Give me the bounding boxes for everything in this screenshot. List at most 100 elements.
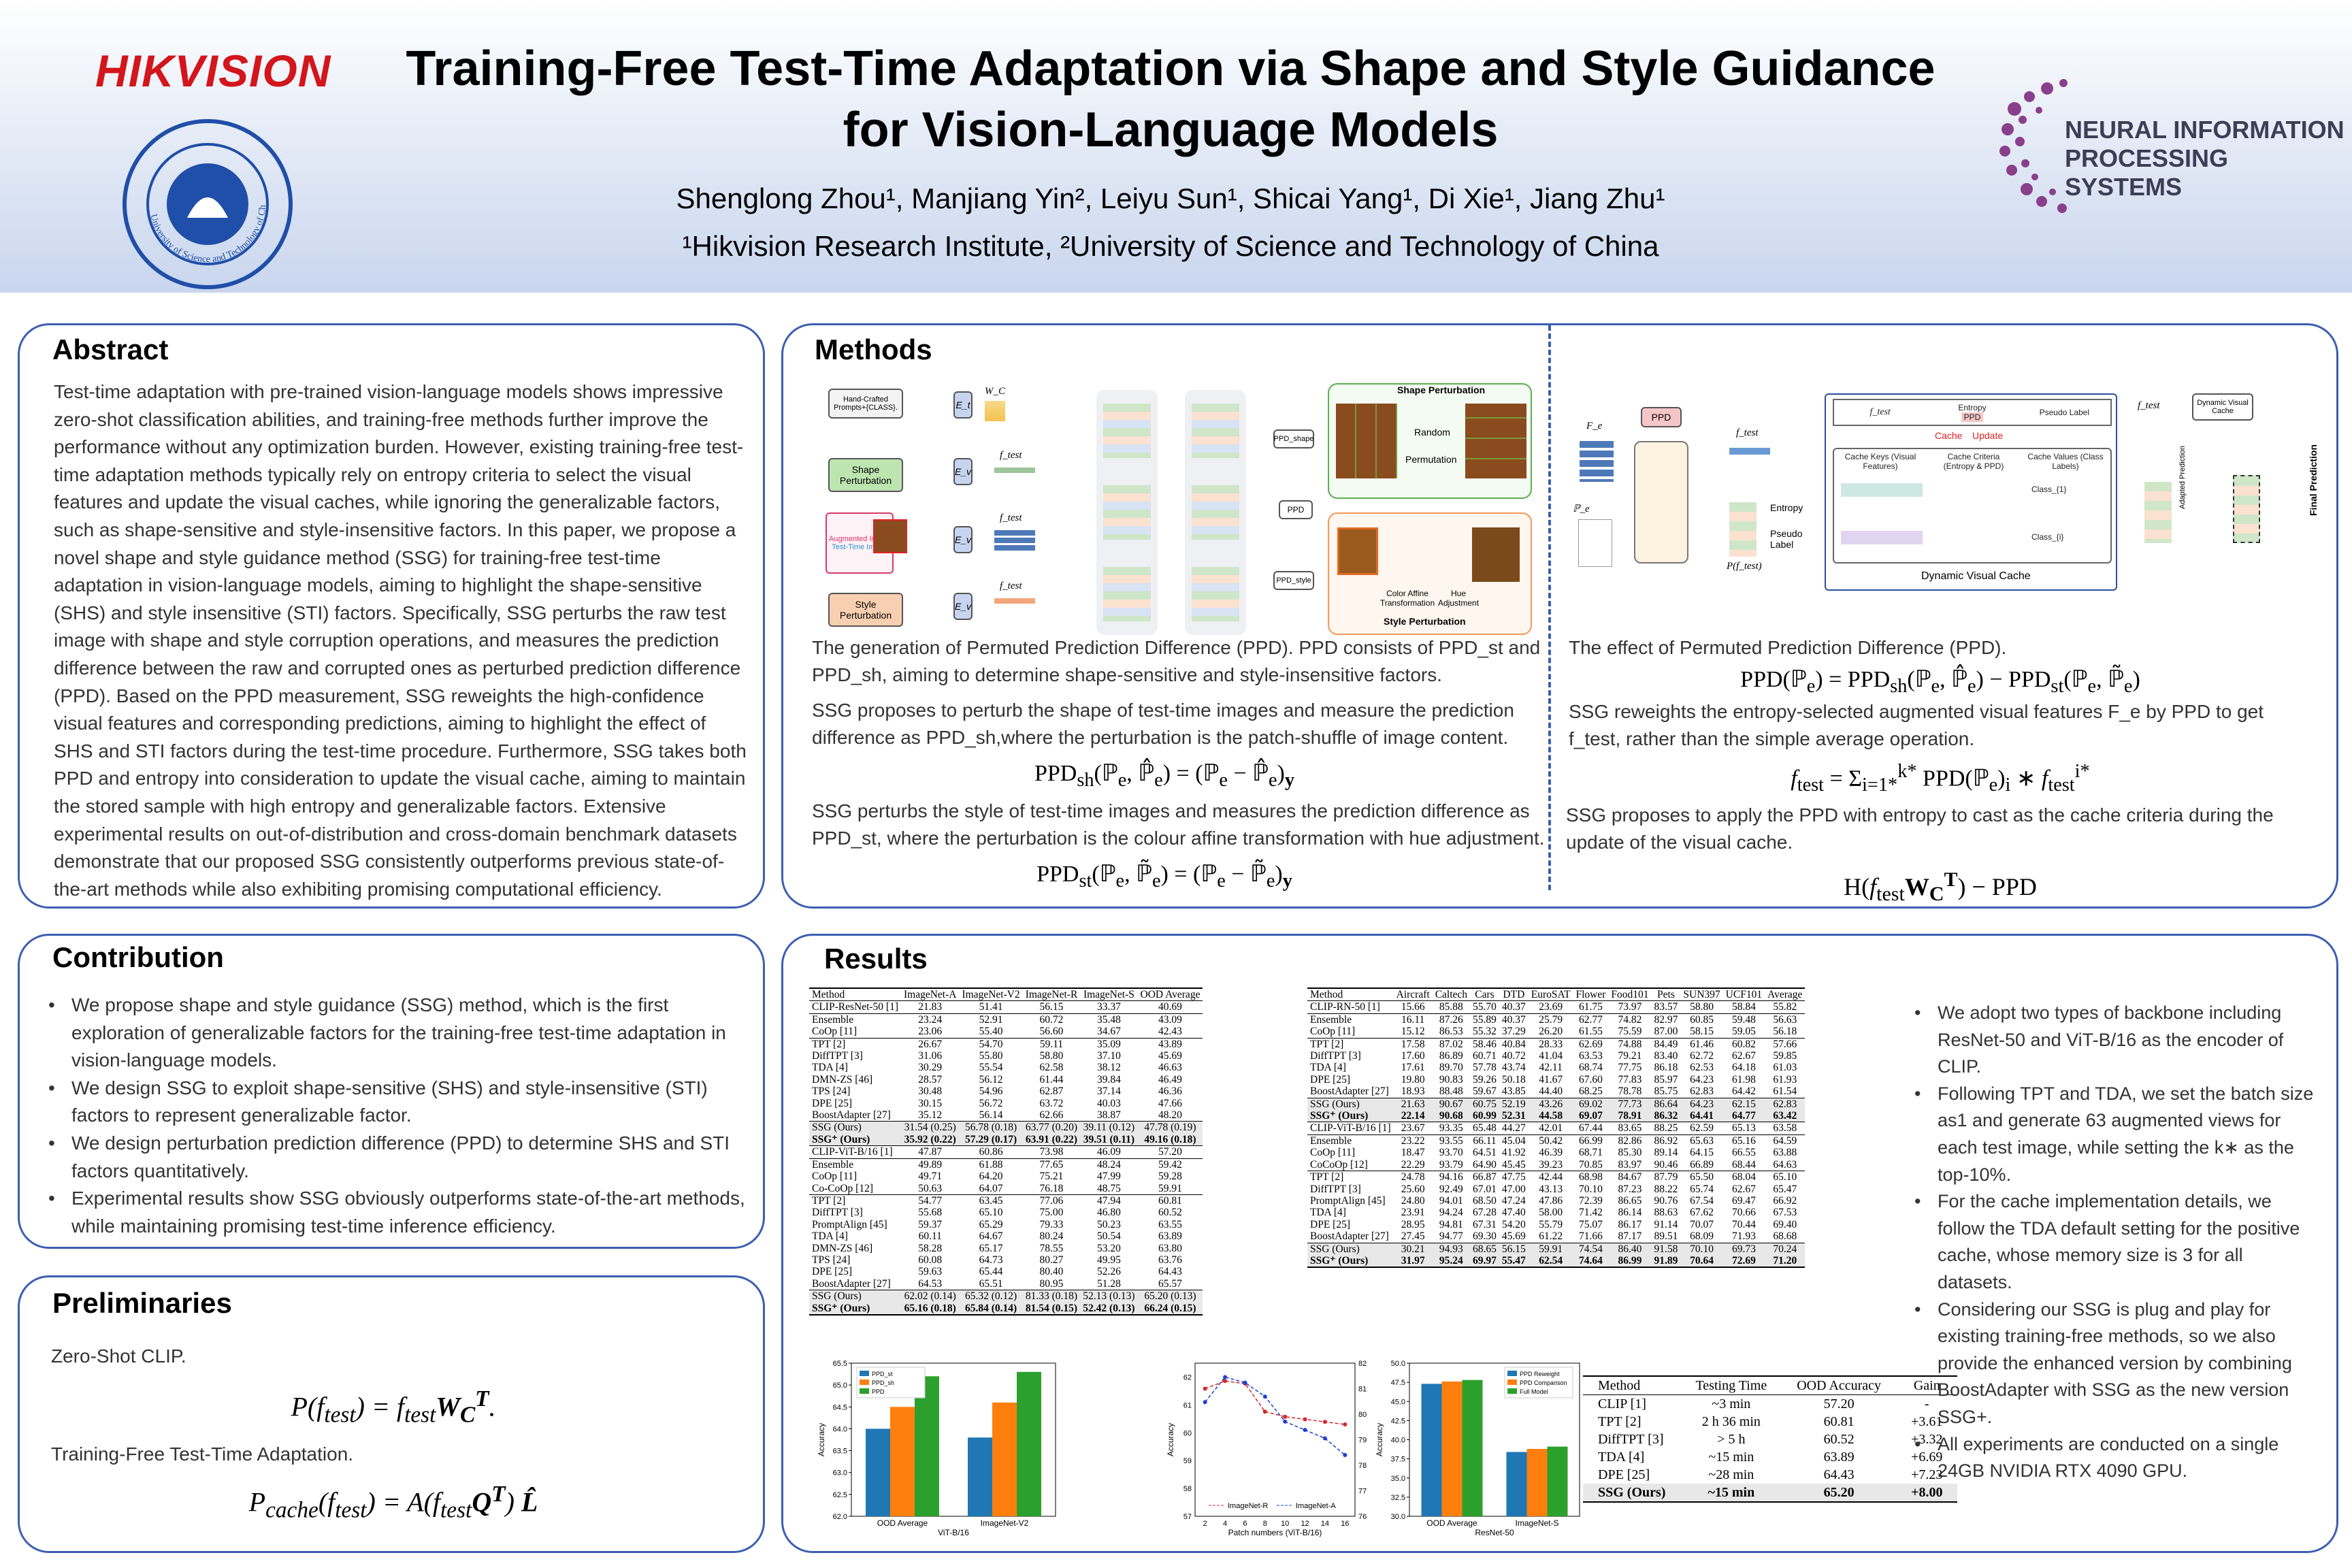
data-point	[1223, 1379, 1228, 1384]
table-cell: CoOp [11]	[1310, 1026, 1356, 1038]
y-tick-label: 57	[1183, 1513, 1192, 1521]
poster-title-line2: for Vision-Language Models	[843, 103, 1499, 157]
table-cell: 58.15	[1690, 1026, 1714, 1038]
y-tick-label: 45.0	[1391, 1398, 1405, 1406]
table-cell: 70.44	[1731, 1218, 1756, 1230]
table-cell: SSG (Ours)	[1307, 1097, 1394, 1111]
table-cell: SSG (Ours)	[809, 1121, 901, 1134]
table-cell: 41.92	[1501, 1147, 1526, 1159]
table-row: DPE [25] 19.80 90.83 59.26 50.18 41.67 67.60 77…	[1307, 1074, 1805, 1085]
table-header-cell: DTD	[1499, 987, 1529, 1002]
table-cell: 62.02 (0.14)	[901, 1290, 960, 1303]
table-cell: 62.67	[1731, 1183, 1756, 1195]
table-row: DiffTPT [3] 55.68 65.10 75.00 46.80 60.52	[809, 1207, 1203, 1218]
table-cell: 45.45	[1501, 1158, 1526, 1171]
table-cell: 55.80	[979, 1050, 1003, 1062]
x-tick-label: 2	[1203, 1520, 1207, 1528]
table-cell: +8.00	[1896, 1484, 1958, 1503]
table-cell: 63.76	[1158, 1254, 1182, 1266]
table-cell: 75.59	[1618, 1026, 1642, 1038]
table-cell: 87.23	[1618, 1183, 1642, 1195]
preliminaries-title: Preliminaries	[52, 1287, 232, 1319]
table-row: DMN-ZS [46] 28.57 56.12 61.44 39.84 46.49	[809, 1074, 1203, 1085]
table-cell: 66.92	[1773, 1194, 1797, 1207]
table-cell: 54.70	[959, 1037, 1023, 1051]
table-cell: 74.88	[1608, 1037, 1652, 1051]
visual-encoder: E_v	[953, 593, 973, 620]
y-tick-label: 63.5	[833, 1448, 847, 1456]
table-cell: 59.48	[1722, 1013, 1765, 1026]
table-cell: 59.91	[1158, 1182, 1182, 1194]
table-cell: 94.81	[1439, 1218, 1463, 1230]
table-row: TDA [4] 30.29 55.54 62.58 38.12 46.63	[809, 1062, 1203, 1073]
table-cell: 56.60	[1039, 1026, 1064, 1038]
table-cell: 54.20	[1501, 1218, 1526, 1230]
legend-label: PPD Comparison	[1520, 1379, 1567, 1386]
table-cell: 23.67	[1393, 1122, 1433, 1135]
prediction-bars	[1103, 567, 1151, 621]
ppd-equation: PPD(ℙe) = PPDsh(ℙe, ℙ̂e) − PPDst(ℙe, ℙ̃e…	[1740, 667, 2140, 697]
table-cell: 87.02	[1432, 1037, 1471, 1051]
table-cell: 56.15	[1499, 1242, 1529, 1255]
table-cell: 63.89	[1823, 1450, 1855, 1465]
table-cell: 60.82	[1722, 1037, 1765, 1051]
table-cell: 52.42 (0.13)	[1080, 1302, 1138, 1316]
y-tick-label: 64.0	[833, 1425, 847, 1433]
table-cell: 78.78	[1618, 1085, 1642, 1098]
table-cell: 48.20	[1158, 1109, 1182, 1122]
table-cell: 40.03	[1096, 1097, 1121, 1109]
dynamic-cache-box: f_test Entropy PPD Pseudo Label Cache Upd…	[1825, 393, 2117, 591]
y-tick-label: 59	[1183, 1457, 1192, 1465]
table-header-cell: Flower	[1573, 987, 1609, 1002]
data-point	[1303, 1417, 1307, 1422]
table-cell: 49.71	[918, 1171, 943, 1183]
table-row: Ensemble 23.24 52.91 60.72 35.48 43.09	[809, 1013, 1203, 1026]
data-point	[1262, 1409, 1267, 1414]
table-cell: 64.63	[1773, 1158, 1797, 1171]
table-cell: 22.14	[1393, 1110, 1433, 1122]
table-cell: 85.97	[1654, 1073, 1678, 1085]
bar	[1506, 1452, 1527, 1516]
table-cell: 83.97	[1618, 1158, 1642, 1171]
table-cell: 59.05	[1731, 1026, 1756, 1038]
table-cell: 65.13	[1722, 1122, 1765, 1135]
table-cell: 93.35	[1432, 1122, 1471, 1135]
table-cell: 74.64	[1573, 1254, 1609, 1269]
y-tick-label: 47.5	[1391, 1379, 1405, 1387]
table-cell: 52.26	[1096, 1266, 1121, 1278]
results-bullet: We adopt two types of backbone including…	[1913, 1000, 2321, 1081]
x-tick-label: 12	[1301, 1520, 1309, 1528]
table-cell: SSG⁺ (Ours)	[1307, 1110, 1394, 1122]
table-cell: 43.74	[1501, 1062, 1526, 1074]
table-cell: 85.30	[1618, 1147, 1642, 1159]
methods-left-caption1: The generation of Permuted Prediction Di…	[812, 637, 1541, 685]
data-point	[1303, 1428, 1307, 1433]
table-header-cell: OOD Average	[1137, 987, 1203, 1002]
table-row: DiffTPT [3] > 5 h 60.52 +3.32	[1583, 1431, 1957, 1448]
table-cell: 89.14	[1654, 1147, 1678, 1159]
table-cell: BoostAdapter [27]	[812, 1109, 891, 1122]
y-tick-label: 62.0	[833, 1513, 847, 1521]
table-cell: CLIP-RN-50 [1]	[1310, 1001, 1380, 1013]
table-cell: 56.63	[1765, 1013, 1806, 1026]
table-cell: DMN-ZS [46]	[812, 1242, 873, 1254]
table-cell: 65.29	[979, 1218, 1003, 1230]
y2-tick-label: 78	[1358, 1462, 1367, 1470]
y-tick-label: 62.5	[833, 1491, 847, 1499]
table-cell: 27.45	[1401, 1230, 1425, 1243]
table-cell: 84.49	[1651, 1037, 1681, 1051]
table-cell: 75.21	[1039, 1171, 1064, 1183]
methods-right-caption1: The effect of Permuted Prediction Differ…	[1569, 637, 2007, 658]
table-cell: 61.55	[1579, 1026, 1603, 1038]
ftest-bar	[1729, 448, 1770, 455]
table-cell: 46.36	[1158, 1085, 1182, 1098]
table-row: DiffTPT [3] 31.06 55.80 58.80 37.10 45.69	[809, 1050, 1203, 1062]
table-cell: 64.43	[1158, 1266, 1182, 1278]
table-cell: 86.53	[1439, 1026, 1463, 1038]
table-cell: 72.39	[1579, 1194, 1603, 1207]
table-cell: 87.79	[1651, 1171, 1681, 1183]
table-cell: 39.11 (0.12)	[1080, 1121, 1138, 1134]
table-cell: 71.93	[1731, 1230, 1756, 1243]
table-cell: 69.02	[1573, 1097, 1609, 1111]
table-cell: Ensemble	[1307, 1013, 1394, 1026]
